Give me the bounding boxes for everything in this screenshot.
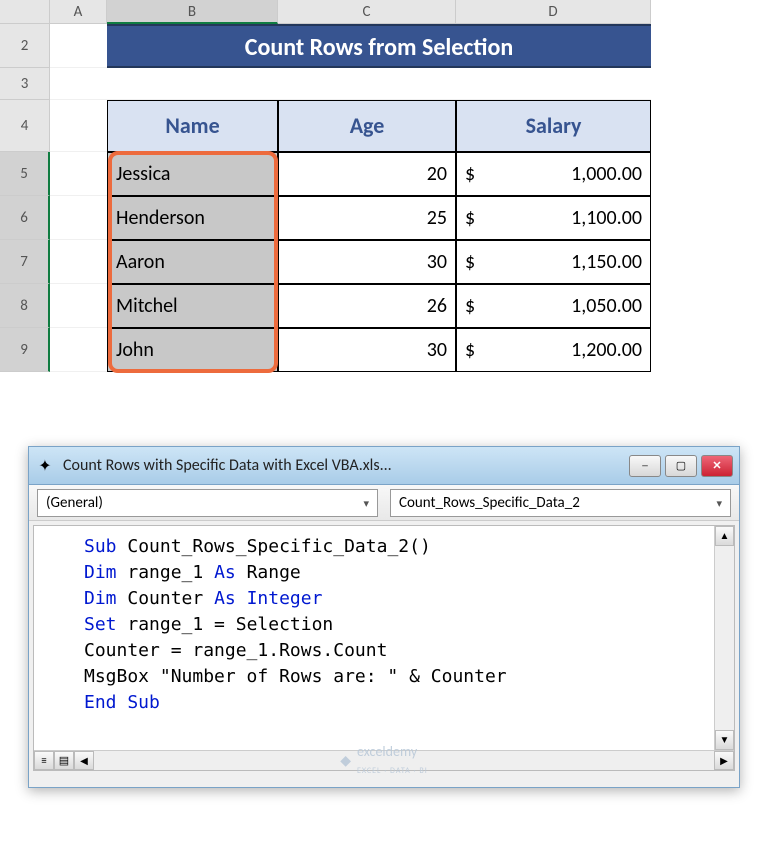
vba-title-text: Count Rows with Specific Data with Excel… <box>63 456 629 475</box>
select-all-corner[interactable] <box>0 0 50 24</box>
scroll-left-button[interactable]: ◀ <box>74 751 94 770</box>
scroll-right-button[interactable]: ▶ <box>714 751 734 770</box>
code-text[interactable]: Sub Count_Rows_Specific_Data_2()Dim rang… <box>34 526 734 724</box>
cell-name[interactable]: Henderson <box>107 196 278 240</box>
row-header-9[interactable]: 9 <box>0 328 50 372</box>
vba-titlebar[interactable]: ✦ Count Rows with Specific Data with Exc… <box>29 447 739 485</box>
cell-A5[interactable] <box>50 152 107 196</box>
row-header-6[interactable]: 6 <box>0 196 50 240</box>
row-header-3[interactable]: 3 <box>0 68 50 100</box>
col-header-A[interactable]: A <box>50 0 107 24</box>
vertical-scrollbar[interactable]: ▲ ▼ <box>714 526 734 750</box>
cell-salary[interactable]: $1,100.00 <box>456 196 651 240</box>
cell-salary[interactable]: $1,050.00 <box>456 284 651 328</box>
cell-name[interactable]: Aaron <box>107 240 278 284</box>
object-combo[interactable]: (General) ▾ <box>37 489 378 517</box>
view-toggle-full-icon[interactable]: ▤ <box>54 751 74 770</box>
column-headers: A B C D <box>0 0 768 24</box>
vba-combo-row: (General) ▾ Count_Rows_Specific_Data_2 ▾ <box>29 485 739 521</box>
header-name[interactable]: Name <box>107 100 278 152</box>
cell-age[interactable]: 30 <box>278 240 456 284</box>
title-merged-cell[interactable]: Count Rows from Selection <box>107 24 651 68</box>
cell-salary[interactable]: $1,150.00 <box>456 240 651 284</box>
object-combo-value: (General) <box>46 494 103 512</box>
cell-A7[interactable] <box>50 240 107 284</box>
row-8: 8 Mitchel26$1,050.00 <box>0 284 768 328</box>
row-header-4[interactable]: 4 <box>0 100 50 152</box>
window-buttons: ─ ▢ ✕ <box>629 455 733 477</box>
chevron-down-icon: ▾ <box>363 497 369 510</box>
view-toggle-proc-icon[interactable]: ≡ <box>34 751 54 770</box>
row-9: 9 John30$1,200.00 <box>0 328 768 372</box>
cell-A6[interactable] <box>50 196 107 240</box>
col-header-D[interactable]: D <box>456 0 651 24</box>
vba-app-icon: ✦ <box>35 456 55 476</box>
row-header-8[interactable]: 8 <box>0 284 50 328</box>
header-age[interactable]: Age <box>278 100 456 152</box>
row-2: 2 Count Rows from Selection <box>0 24 768 68</box>
row-5: 5 Jessica20$1,000.00 <box>0 152 768 196</box>
cell-A2[interactable] <box>50 24 107 68</box>
vba-editor-window[interactable]: ✦ Count Rows with Specific Data with Exc… <box>28 446 740 788</box>
cell-D3[interactable] <box>456 68 651 100</box>
watermark: ◆ exceldemy EXCEL · DATA · BI <box>340 743 428 777</box>
procedure-combo[interactable]: Count_Rows_Specific_Data_2 ▾ <box>390 489 731 517</box>
minimize-button[interactable]: ─ <box>629 455 661 477</box>
cell-name[interactable]: Mitchel <box>107 284 278 328</box>
cell-name[interactable]: John <box>107 328 278 372</box>
row-header-2[interactable]: 2 <box>0 24 50 68</box>
cell-A8[interactable] <box>50 284 107 328</box>
col-header-B[interactable]: B <box>107 0 278 24</box>
cell-A3[interactable] <box>50 68 107 100</box>
row-header-5[interactable]: 5 <box>0 152 50 196</box>
watermark-logo-icon: ◆ <box>340 752 351 769</box>
cell-salary[interactable]: $1,200.00 <box>456 328 651 372</box>
scroll-down-button[interactable]: ▼ <box>715 730 734 750</box>
cell-C3[interactable] <box>278 68 456 100</box>
watermark-sub: EXCEL · DATA · BI <box>357 766 428 776</box>
close-button[interactable]: ✕ <box>701 455 733 477</box>
row-header-7[interactable]: 7 <box>0 240 50 284</box>
cell-name[interactable]: Jessica <box>107 152 278 196</box>
cell-A4[interactable] <box>50 100 107 152</box>
cell-age[interactable]: 25 <box>278 196 456 240</box>
cell-age[interactable]: 30 <box>278 328 456 372</box>
scroll-up-button[interactable]: ▲ <box>715 526 734 546</box>
cell-A9[interactable] <box>50 328 107 372</box>
cell-age[interactable]: 20 <box>278 152 456 196</box>
procedure-combo-value: Count_Rows_Specific_Data_2 <box>399 494 580 512</box>
watermark-brand: exceldemy <box>357 743 417 760</box>
chevron-down-icon: ▾ <box>716 497 722 510</box>
row-4: 4 Name Age Salary <box>0 100 768 152</box>
code-pane[interactable]: Sub Count_Rows_Specific_Data_2()Dim rang… <box>33 525 735 771</box>
cell-salary[interactable]: $1,000.00 <box>456 152 651 196</box>
header-salary[interactable]: Salary <box>456 100 651 152</box>
row-7: 7 Aaron30$1,150.00 <box>0 240 768 284</box>
cell-age[interactable]: 26 <box>278 284 456 328</box>
maximize-button[interactable]: ▢ <box>665 455 697 477</box>
spreadsheet-area: A B C D 2 Count Rows from Selection 3 4 … <box>0 0 768 372</box>
row-3: 3 <box>0 68 768 100</box>
col-header-C[interactable]: C <box>278 0 456 24</box>
row-6: 6 Henderson25$1,100.00 <box>0 196 768 240</box>
cell-B3[interactable] <box>107 68 278 100</box>
